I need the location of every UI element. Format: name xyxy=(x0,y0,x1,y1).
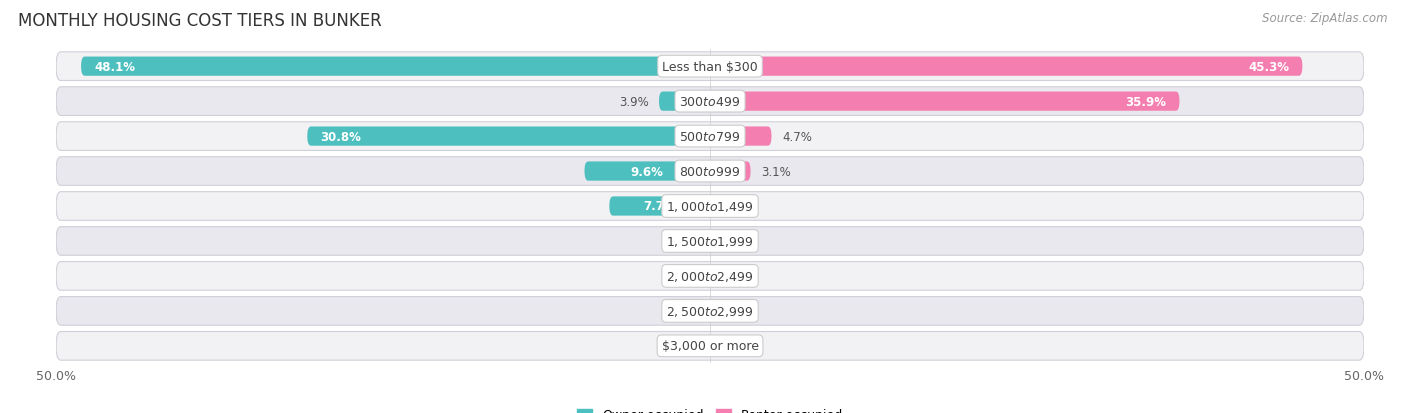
Text: 9.6%: 9.6% xyxy=(631,165,664,178)
Text: 3.9%: 3.9% xyxy=(619,95,648,108)
FancyBboxPatch shape xyxy=(659,92,710,112)
Text: $2,000 to $2,499: $2,000 to $2,499 xyxy=(666,269,754,283)
Text: $2,500 to $2,999: $2,500 to $2,999 xyxy=(666,304,754,318)
Text: $800 to $999: $800 to $999 xyxy=(679,165,741,178)
FancyBboxPatch shape xyxy=(710,92,1180,112)
FancyBboxPatch shape xyxy=(56,192,1364,221)
Text: 4.7%: 4.7% xyxy=(782,130,811,143)
FancyBboxPatch shape xyxy=(710,57,1302,76)
Text: 0.0%: 0.0% xyxy=(725,200,755,213)
Text: 7.7%: 7.7% xyxy=(644,200,676,213)
Text: 0.0%: 0.0% xyxy=(665,305,695,318)
FancyBboxPatch shape xyxy=(56,227,1364,256)
Text: 35.9%: 35.9% xyxy=(1125,95,1167,108)
Text: 0.0%: 0.0% xyxy=(725,270,755,283)
FancyBboxPatch shape xyxy=(56,157,1364,186)
FancyBboxPatch shape xyxy=(585,162,710,181)
Text: $300 to $499: $300 to $499 xyxy=(679,95,741,108)
Text: $1,000 to $1,499: $1,000 to $1,499 xyxy=(666,199,754,214)
Text: 0.0%: 0.0% xyxy=(665,339,695,352)
Text: 0.0%: 0.0% xyxy=(725,235,755,248)
FancyBboxPatch shape xyxy=(56,297,1364,325)
FancyBboxPatch shape xyxy=(56,88,1364,116)
FancyBboxPatch shape xyxy=(710,162,751,181)
FancyBboxPatch shape xyxy=(609,197,710,216)
Legend: Owner-occupied, Renter-occupied: Owner-occupied, Renter-occupied xyxy=(572,404,848,413)
Text: $3,000 or more: $3,000 or more xyxy=(662,339,758,352)
FancyBboxPatch shape xyxy=(82,57,710,76)
Text: Less than $300: Less than $300 xyxy=(662,61,758,74)
Text: $500 to $799: $500 to $799 xyxy=(679,130,741,143)
Text: 0.0%: 0.0% xyxy=(725,305,755,318)
Text: $1,500 to $1,999: $1,500 to $1,999 xyxy=(666,235,754,248)
Text: Source: ZipAtlas.com: Source: ZipAtlas.com xyxy=(1263,12,1388,25)
Text: 30.8%: 30.8% xyxy=(321,130,361,143)
FancyBboxPatch shape xyxy=(56,122,1364,151)
Text: 3.1%: 3.1% xyxy=(761,165,790,178)
Text: 45.3%: 45.3% xyxy=(1249,61,1289,74)
Text: 0.0%: 0.0% xyxy=(665,235,695,248)
Text: 0.0%: 0.0% xyxy=(725,339,755,352)
FancyBboxPatch shape xyxy=(56,332,1364,360)
Text: MONTHLY HOUSING COST TIERS IN BUNKER: MONTHLY HOUSING COST TIERS IN BUNKER xyxy=(18,12,382,30)
Text: 48.1%: 48.1% xyxy=(94,61,135,74)
Text: 0.0%: 0.0% xyxy=(665,270,695,283)
FancyBboxPatch shape xyxy=(710,127,772,146)
FancyBboxPatch shape xyxy=(308,127,710,146)
FancyBboxPatch shape xyxy=(56,53,1364,81)
FancyBboxPatch shape xyxy=(56,262,1364,291)
